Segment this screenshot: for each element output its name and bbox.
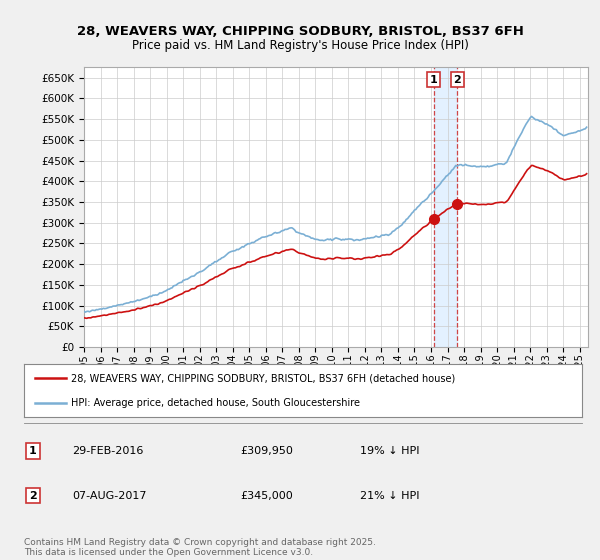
Bar bbox=[434, 67, 457, 347]
Text: Contains HM Land Registry data © Crown copyright and database right 2025.
This d: Contains HM Land Registry data © Crown c… bbox=[24, 538, 376, 557]
Text: 29-FEB-2016: 29-FEB-2016 bbox=[72, 446, 143, 456]
Text: 1: 1 bbox=[430, 74, 437, 85]
Text: 2: 2 bbox=[29, 491, 37, 501]
Text: 28, WEAVERS WAY, CHIPPING SODBURY, BRISTOL, BS37 6FH: 28, WEAVERS WAY, CHIPPING SODBURY, BRIST… bbox=[77, 25, 523, 38]
Text: HPI: Average price, detached house, South Gloucestershire: HPI: Average price, detached house, Sout… bbox=[71, 398, 361, 408]
Text: 1: 1 bbox=[29, 446, 37, 456]
Text: 19% ↓ HPI: 19% ↓ HPI bbox=[360, 446, 419, 456]
Text: 21% ↓ HPI: 21% ↓ HPI bbox=[360, 491, 419, 501]
Text: 2: 2 bbox=[454, 74, 461, 85]
Text: 28, WEAVERS WAY, CHIPPING SODBURY, BRISTOL, BS37 6FH (detached house): 28, WEAVERS WAY, CHIPPING SODBURY, BRIST… bbox=[71, 374, 455, 384]
Text: £345,000: £345,000 bbox=[240, 491, 293, 501]
Text: Price paid vs. HM Land Registry's House Price Index (HPI): Price paid vs. HM Land Registry's House … bbox=[131, 39, 469, 52]
Text: £309,950: £309,950 bbox=[240, 446, 293, 456]
Text: 07-AUG-2017: 07-AUG-2017 bbox=[72, 491, 146, 501]
